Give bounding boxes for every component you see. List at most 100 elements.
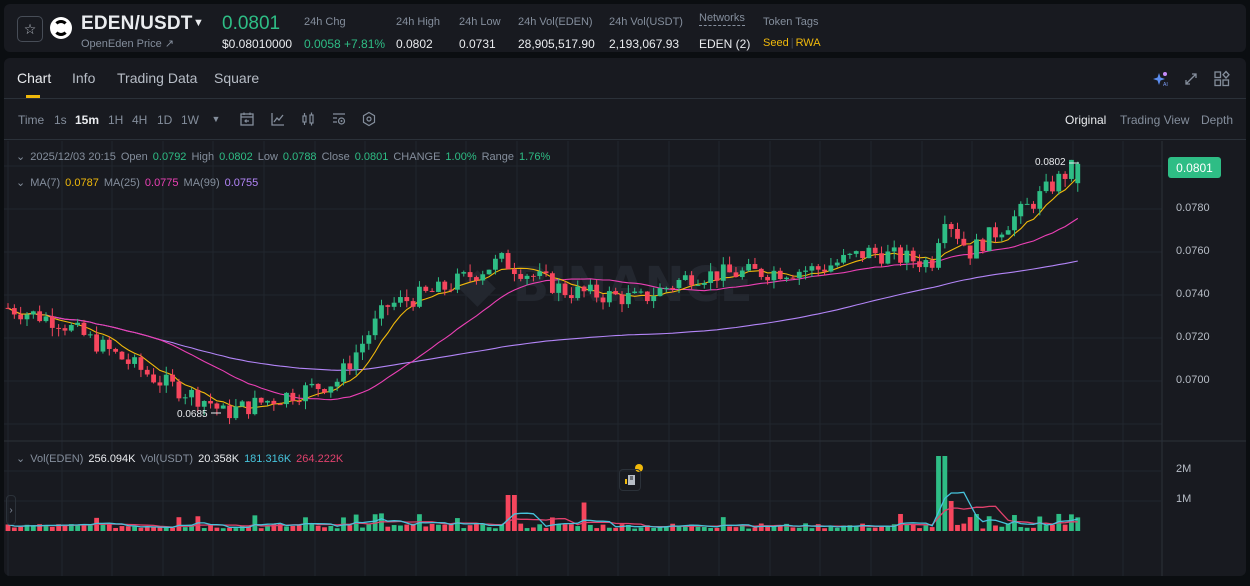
open-value: 0.0792 [152, 151, 187, 163]
volume-legend: ⌄ Vol(EDEN) 256.094K Vol(USDT) 20.358K 181.31… [16, 452, 348, 465]
pair-title[interactable]: EDEN/USDT [81, 13, 193, 34]
svg-text:AI: AI [1163, 82, 1168, 88]
change-value: 1.00% [445, 151, 477, 163]
price-axis-label: 0.0740 [1176, 288, 1210, 300]
chart-type-candles-icon[interactable] [299, 110, 317, 128]
stat-label-24h-high: 24h High [396, 16, 441, 28]
timeframe-1h[interactable]: 1H [108, 113, 124, 127]
timeframe-1w[interactable]: 1W [181, 113, 199, 127]
stat-value-24h-chg: 0.0058 +7.81% [304, 37, 386, 51]
range-value: 1.76% [519, 151, 551, 163]
tag-separator: | [790, 37, 794, 49]
open-label: Open [120, 151, 148, 163]
timeframe-4h[interactable]: 4H [132, 113, 148, 127]
view-depth[interactable]: Depth [1201, 113, 1234, 127]
settings-list-icon[interactable] [330, 110, 348, 128]
ma99-value: 0.0755 [224, 177, 259, 189]
favorite-star-icon[interactable]: ☆ [17, 16, 43, 42]
chart-toolbar: Time 1s 15m 1H 4H 1D 1W ▼ Original Tradi… [4, 100, 1246, 140]
price-axis-label: 0.0720 [1176, 331, 1210, 343]
tab-info[interactable]: Info [72, 70, 96, 86]
low-value: 0.0788 [282, 151, 317, 163]
stat-label-24h-chg: 24h Chg [304, 16, 346, 28]
vol-eden-label: Vol(EDEN) [30, 453, 84, 465]
hexagon-settings-icon[interactable] [360, 110, 378, 128]
ohlc-time: 2025/12/03 20:15 [30, 151, 116, 163]
last-price: 0.0801 [222, 13, 281, 34]
stat-label-24h-vol-usdt: 24h Vol(USDT) [609, 16, 683, 28]
vol-usdt-label: Vol(USDT) [140, 453, 194, 465]
expand-panel-handle[interactable]: › [6, 495, 16, 525]
high-value: 0.0802 [219, 151, 253, 163]
networks-label[interactable]: Networks [699, 12, 745, 26]
price-axis-label: 0.0780 [1176, 202, 1210, 214]
volume-axis-label: 1M [1176, 493, 1192, 505]
view-trading-view[interactable]: Trading View [1120, 113, 1190, 127]
close-value: 0.0801 [354, 151, 389, 163]
svg-text:◆ BINANCE: ◆ BINANCE [459, 257, 753, 313]
tab-trading-data[interactable]: Trading Data [117, 70, 198, 86]
pair-dropdown-caret-icon[interactable]: ▼ [193, 17, 204, 29]
token-tags: Seed | RWA [763, 37, 821, 49]
ai-sparkle-icon[interactable]: AI [1152, 70, 1170, 88]
ma25-label: MA(25) [103, 177, 140, 189]
ma7-label: MA(7) [30, 177, 61, 189]
chart-canvas[interactable]: ◆ BINANCE [4, 141, 1246, 576]
tag-rwa[interactable]: RWA [795, 37, 821, 49]
ma7-value: 0.0787 [65, 177, 99, 189]
news-event-icon[interactable] [619, 469, 641, 491]
high-label: High [191, 151, 215, 163]
stat-label-24h-vol-eden: 24h Vol(EDEN) [518, 16, 593, 28]
change-label: CHANGE [393, 151, 441, 163]
usd-price: $0.08010000 [222, 37, 293, 51]
stat-value-24h-high: 0.0802 [396, 37, 433, 51]
close-label: Close [321, 151, 350, 163]
expand-icon[interactable] [1182, 70, 1200, 88]
tag-seed[interactable]: Seed [763, 37, 789, 49]
vol-ma10-value: 264.222K [296, 453, 344, 465]
candlestick-chart[interactable]: ◆ BINANCE ⌄ 2025/12/03 20:15 Open 0.0792 Hig… [4, 141, 1246, 576]
eden-coin-logo-icon [50, 17, 72, 39]
stat-label-24h-low: 24h Low [459, 16, 501, 28]
timeframe-1s[interactable]: 1s [54, 113, 67, 127]
notification-dot [635, 464, 643, 472]
vol-eden-value: 256.094K [88, 453, 136, 465]
tab-square[interactable]: Square [214, 70, 260, 86]
stat-value-24h-vol-eden: 28,905,517.90 [518, 37, 595, 51]
current-price-tag: 0.0801 [1168, 157, 1221, 178]
low-label: Low [257, 151, 278, 163]
timeframe-1d[interactable]: 1D [157, 113, 173, 127]
timeframe-15m[interactable]: 15m [75, 113, 100, 127]
networks-value[interactable]: EDEN (2) [699, 37, 751, 51]
low-marker-label: 0.0685 [177, 409, 208, 420]
stat-value-24h-low: 0.0731 [459, 37, 496, 51]
ma25-value: 0.0775 [144, 177, 179, 189]
price-source-link[interactable]: OpenEden Price ↗ [81, 38, 174, 50]
vol-usdt-value: 20.358K [198, 453, 240, 465]
ma99-label: MA(99) [183, 177, 220, 189]
active-tab-indicator [26, 95, 40, 98]
collapse-chevron-icon[interactable]: ⌄ [16, 453, 26, 465]
timeframe-time[interactable]: Time [18, 113, 45, 127]
vol-ma5-value: 181.316K [244, 453, 292, 465]
volume-axis-label: 2M [1176, 463, 1192, 475]
stat-value-24h-vol-usdt: 2,193,067.93 [609, 37, 680, 51]
high-marker-label: 0.0802 [1035, 157, 1066, 168]
ohlc-legend: ⌄ 2025/12/03 20:15 Open 0.0792 High 0.0802 Low… [16, 150, 555, 163]
tab-chart[interactable]: Chart [17, 70, 52, 86]
collapse-chevron-icon[interactable]: ⌄ [16, 177, 26, 189]
view-original[interactable]: Original [1065, 113, 1107, 127]
indicator-icon[interactable] [269, 110, 287, 128]
timeframe-dropdown-caret-icon[interactable]: ▼ [211, 114, 221, 124]
ma-legend: ⌄ MA(7) 0.0787 MA(25) 0.0775 MA(99) 0.0755 [16, 176, 263, 189]
layout-icon[interactable] [1213, 70, 1231, 88]
calendar-icon[interactable] [238, 110, 256, 128]
range-label: Range [481, 151, 515, 163]
ticker-header: ☆ EDEN/USDT ▼ OpenEden Price ↗ 0.0801 $0… [4, 4, 1246, 52]
price-axis-label: 0.0760 [1176, 245, 1210, 257]
token-tags-label: Token Tags [763, 16, 819, 28]
chart-panel: Chart Info Trading Data Square AI Time 1… [4, 58, 1246, 576]
chart-tabs: Chart Info Trading Data Square AI [4, 58, 1246, 99]
collapse-chevron-icon[interactable]: ⌄ [16, 151, 26, 163]
price-axis-label: 0.0700 [1176, 374, 1210, 386]
